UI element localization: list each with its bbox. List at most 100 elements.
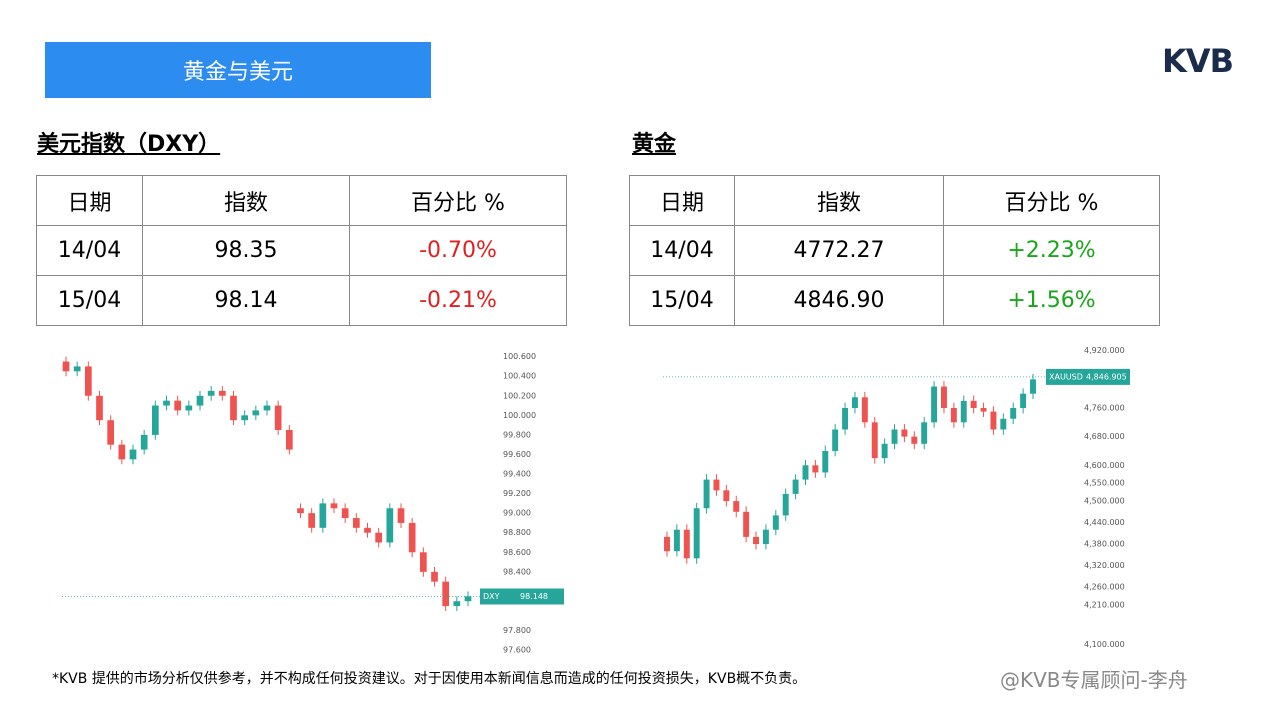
candle-body: [62, 361, 70, 372]
candle-body: [274, 405, 282, 430]
header-cell: 百分比 %: [943, 175, 1160, 226]
candle-body: [911, 436, 918, 444]
candle-body: [901, 429, 908, 437]
y-tick-label: 4,320.000: [1084, 561, 1125, 570]
candle-body: [891, 429, 898, 444]
candle-body: [673, 529, 680, 552]
price-tag-name: XAUUSD: [1049, 372, 1083, 381]
cell: 15/04: [36, 275, 143, 326]
header-cell: 日期: [36, 175, 143, 226]
cell: 4846.90: [734, 275, 944, 326]
banner-title: 黄金与美元: [45, 42, 431, 98]
cell: +2.23%: [943, 225, 1160, 276]
y-tick-label: 4,680.000: [1084, 432, 1125, 441]
candle-body: [163, 400, 170, 406]
y-tick-label: 99.000: [503, 509, 531, 518]
y-tick-label: 4,210.000: [1084, 600, 1125, 609]
price-tag: [1046, 368, 1130, 385]
candle-body: [419, 552, 427, 572]
candle-body: [84, 366, 92, 396]
watermark: @KVB专属顾问-李舟: [1000, 668, 1188, 692]
y-tick-label: 4,920.000: [1084, 346, 1125, 355]
disclaimer: *KVB 提供的市场分析仅供参考，并不构成任何投资建议。对于因使用本新闻信息而造…: [52, 671, 807, 687]
candle-body: [129, 449, 137, 460]
y-tick-label: 100.000: [503, 411, 536, 420]
candle-body: [990, 411, 997, 430]
candle-body: [218, 390, 226, 396]
candle-body: [185, 405, 193, 411]
candle-body: [341, 508, 349, 519]
candle-body: [881, 443, 888, 459]
candle-body: [252, 410, 260, 416]
candle-body: [733, 501, 740, 512]
y-tick-label: 4,600.000: [1084, 461, 1125, 470]
candle-body: [319, 503, 327, 528]
candle-body: [397, 508, 405, 523]
candle-body: [352, 518, 360, 528]
y-tick-label: 99.600: [503, 450, 531, 459]
candle-body: [330, 503, 338, 509]
cell: 15/04: [629, 275, 735, 326]
section-heading: 美元指数（DXY）: [37, 132, 221, 157]
candle-body: [364, 527, 371, 533]
y-tick-label: 4,100.000: [1084, 640, 1125, 649]
candle-body: [802, 465, 809, 480]
y-tick-label: 4,440.000: [1084, 518, 1125, 527]
candle-body: [693, 508, 700, 559]
cell: +1.56%: [943, 275, 1160, 326]
candle-body: [107, 420, 115, 445]
y-tick-label: 99.200: [503, 489, 531, 498]
candle-body: [73, 366, 81, 372]
logo: KVB: [1162, 42, 1234, 80]
candle-body: [980, 408, 987, 412]
candle-body: [921, 422, 928, 444]
candle-body: [970, 400, 977, 409]
gold-table: 日期 指数 百分比 % 14/04 4772.27 +2.23% 15/04 4846.9…: [629, 175, 1160, 326]
candle-body: [408, 522, 416, 553]
candle-body: [762, 529, 769, 545]
candle-body: [683, 529, 690, 559]
candle-body: [960, 400, 967, 423]
y-tick-label: 97.800: [503, 626, 531, 635]
header-cell: 日期: [629, 175, 735, 226]
y-tick-label: 100.200: [503, 391, 536, 400]
candle-body: [723, 490, 730, 502]
candle-body: [931, 386, 938, 423]
candle-body: [1030, 379, 1036, 394]
candle-body: [118, 444, 126, 460]
candle-body: [431, 571, 438, 582]
y-tick-label: 4,260.000: [1084, 582, 1125, 591]
candle-body: [285, 430, 293, 450]
candle-body: [861, 397, 868, 423]
price-tag: [480, 588, 564, 605]
candle-body: [871, 422, 878, 459]
candle-body: [386, 508, 394, 543]
candle-body: [96, 395, 103, 421]
candle-body: [664, 536, 670, 552]
candle-body: [174, 400, 182, 411]
cell: 4772.27: [734, 225, 944, 276]
candle-body: [263, 405, 271, 411]
cell: 14/04: [629, 225, 735, 276]
candle-body: [151, 405, 159, 435]
candle-body: [822, 450, 829, 473]
y-tick-label: 100.400: [503, 372, 536, 381]
candle-body: [713, 479, 720, 491]
candle-body: [1020, 393, 1027, 409]
header-cell: 指数: [734, 175, 944, 226]
y-tick-label: 98.400: [503, 567, 531, 576]
y-tick-label: 97.600: [503, 646, 531, 655]
candle-body: [703, 479, 710, 509]
candle-body: [442, 581, 450, 607]
candle-body: [772, 515, 779, 530]
candle-body: [941, 386, 947, 409]
section-heading: 黄金: [632, 132, 677, 157]
y-tick-label: 4,760.000: [1084, 404, 1125, 413]
candle-body: [308, 513, 316, 528]
candle-body: [743, 511, 750, 537]
dxy-table: 日期 指数 百分比 % 14/04 98.35 -0.70% 15/04 98.14 -0.…: [36, 175, 567, 326]
cell: 98.14: [142, 275, 350, 326]
candle-body: [1010, 408, 1017, 419]
candle-body: [297, 508, 304, 514]
